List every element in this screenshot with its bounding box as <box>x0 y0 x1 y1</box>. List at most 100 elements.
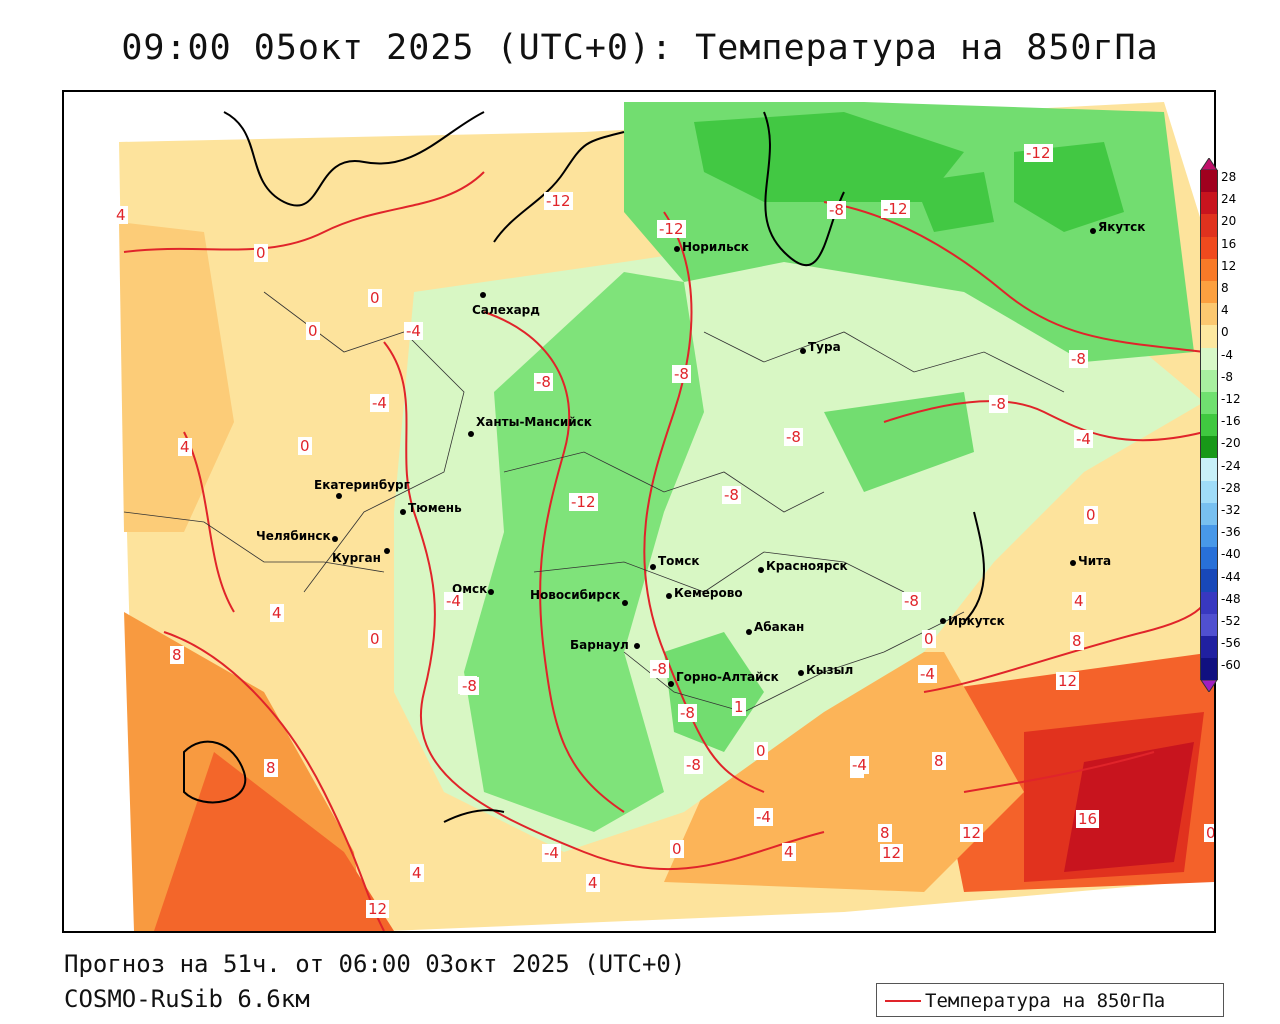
isotherm-label: -4 <box>1074 430 1093 448</box>
isotherm-label: 0 <box>1204 824 1216 842</box>
isotherm-label: -8 <box>989 395 1008 413</box>
colorbar-tick-label: -32 <box>1221 503 1241 517</box>
isotherm-label: -4 <box>850 756 869 774</box>
isotherm-label: 0 <box>306 322 320 340</box>
map-canvas <box>119 102 1214 931</box>
colorbar-swatch <box>1200 258 1218 281</box>
city-label-tura: Тура <box>808 340 841 354</box>
colorbar-tick-label: -20 <box>1221 436 1241 451</box>
colorbar-tick-label: -52 <box>1221 614 1241 628</box>
isotherm-label: -12 <box>569 493 598 511</box>
city-label-yekaterinburg: Екатеринбург <box>314 478 410 492</box>
isotherm-label: 1 <box>732 698 746 716</box>
isotherm-label: 0 <box>254 244 268 262</box>
isotherm-label: 12 <box>366 900 390 918</box>
colorbar-swatch <box>1200 658 1218 681</box>
city-label-chelyabinsk: Челябинск <box>256 529 331 543</box>
city-dot <box>666 593 672 599</box>
isotherm-label: 8 <box>878 824 892 842</box>
colorbar-swatch <box>1200 569 1218 592</box>
isotherm-label: 4 <box>114 206 128 224</box>
colorbar-swatch <box>1200 547 1218 570</box>
colorbar-tick-label: -28 <box>1221 480 1241 495</box>
colorbar-tick-label: -4 <box>1221 347 1233 362</box>
city-label-abakan: Абакан <box>754 620 805 634</box>
isotherm-label: -8 <box>1069 350 1088 368</box>
page-title: 09:00 05окт 2025 (UTC+0): Температура на… <box>121 28 1159 68</box>
colorbar-bottom-arrow <box>1200 680 1218 693</box>
isotherm-label: -8 <box>684 756 703 774</box>
colorbar-swatch <box>1200 170 1218 193</box>
isotherm-label: 0 <box>1084 506 1098 524</box>
isotherm-label: -4 <box>754 808 773 826</box>
isotherm-label: 0 <box>670 840 684 858</box>
city-label-tyumen: Тюмень <box>408 501 462 515</box>
city-dot <box>674 246 680 252</box>
isotherm-label: -8 <box>460 677 479 695</box>
city-dot <box>480 292 486 298</box>
colorbar-swatch <box>1200 436 1218 459</box>
colorbar-swatch <box>1200 369 1218 392</box>
city-label-kyzyl: Кызыл <box>806 663 854 677</box>
colorbar-swatch <box>1200 591 1218 614</box>
city-dot <box>622 600 628 606</box>
isotherm-label: 4 <box>586 874 600 892</box>
isotherm-label: -4 <box>404 322 423 340</box>
colorbar-tick-label: -48 <box>1221 591 1241 606</box>
isotherm-label: -8 <box>678 704 697 722</box>
isotherm-label: 4 <box>178 438 192 456</box>
city-label-kurgan: Курган <box>332 551 381 565</box>
legend-label: Температура на 850гПа <box>925 990 1166 1012</box>
isotherm-label: 0 <box>368 630 382 648</box>
colorbar-tick-label: 28 <box>1221 170 1237 184</box>
city-dot <box>384 548 390 554</box>
colorbar-swatch <box>1200 347 1218 370</box>
legend-line-swatch <box>885 1000 921 1002</box>
isotherm-label: 12 <box>1056 672 1080 690</box>
isotherm-label: -4 <box>370 394 389 412</box>
colorbar-tick-label: -40 <box>1221 547 1241 562</box>
colorbar-swatch <box>1200 192 1218 215</box>
isotherm-label: 0 <box>922 630 936 648</box>
colorbar-swatch <box>1200 458 1218 481</box>
isotherm-label: 4 <box>1072 592 1086 610</box>
colorbar-top-arrow <box>1200 158 1218 170</box>
isotherm-label: -8 <box>902 592 921 610</box>
isotherm-label: -8 <box>672 365 691 383</box>
city-dot <box>468 431 474 437</box>
isotherm-label: 12 <box>960 824 984 842</box>
colorbar-swatch <box>1200 236 1218 259</box>
model-name: COSMO-RuSib 6.6км <box>64 985 310 1013</box>
city-label-irkutsk: Иркутск <box>948 614 1005 628</box>
colorbar-swatch <box>1200 391 1218 415</box>
colorbar-tick-label: -16 <box>1221 414 1241 429</box>
colorbar-swatch <box>1200 635 1218 659</box>
city-label-chita: Чита <box>1078 554 1112 568</box>
colorbar-tick-label: -44 <box>1221 569 1241 584</box>
isotherm-label: 4 <box>270 604 284 622</box>
isotherm-label: -8 <box>827 201 846 219</box>
isotherm-label: -12 <box>544 192 573 210</box>
colorbar-swatch <box>1200 414 1218 437</box>
city-dot <box>1070 560 1076 566</box>
isotherm-label: -12 <box>881 200 910 218</box>
colorbar-tick-label: 20 <box>1221 214 1237 229</box>
isotherm-label: 0 <box>754 742 768 760</box>
colorbar-tick-label: 4 <box>1221 303 1229 318</box>
city-label-barnaul: Барнаул <box>570 638 629 652</box>
isotherm-label: -8 <box>650 660 669 678</box>
city-dot <box>650 564 656 570</box>
isotherm-label: -12 <box>657 220 686 238</box>
city-dot <box>798 670 804 676</box>
isotherm-label: 8 <box>264 759 278 777</box>
isotherm-label: -4 <box>542 844 561 862</box>
colorbar-swatch <box>1200 303 1218 326</box>
colorbar-swatch <box>1200 525 1218 548</box>
city-dot <box>488 589 494 595</box>
colorbar-tick-label: 12 <box>1221 258 1237 273</box>
colorbar-tick-label: -60 <box>1221 658 1241 673</box>
isotherm-label: 16 <box>1076 810 1100 828</box>
forecast-info: Прогноз на 51ч. от 06:00 03окт 2025 (UTC… <box>64 950 686 978</box>
city-label-yakutsk: Якутск <box>1098 220 1146 234</box>
isotherm-label: 12 <box>880 844 904 862</box>
